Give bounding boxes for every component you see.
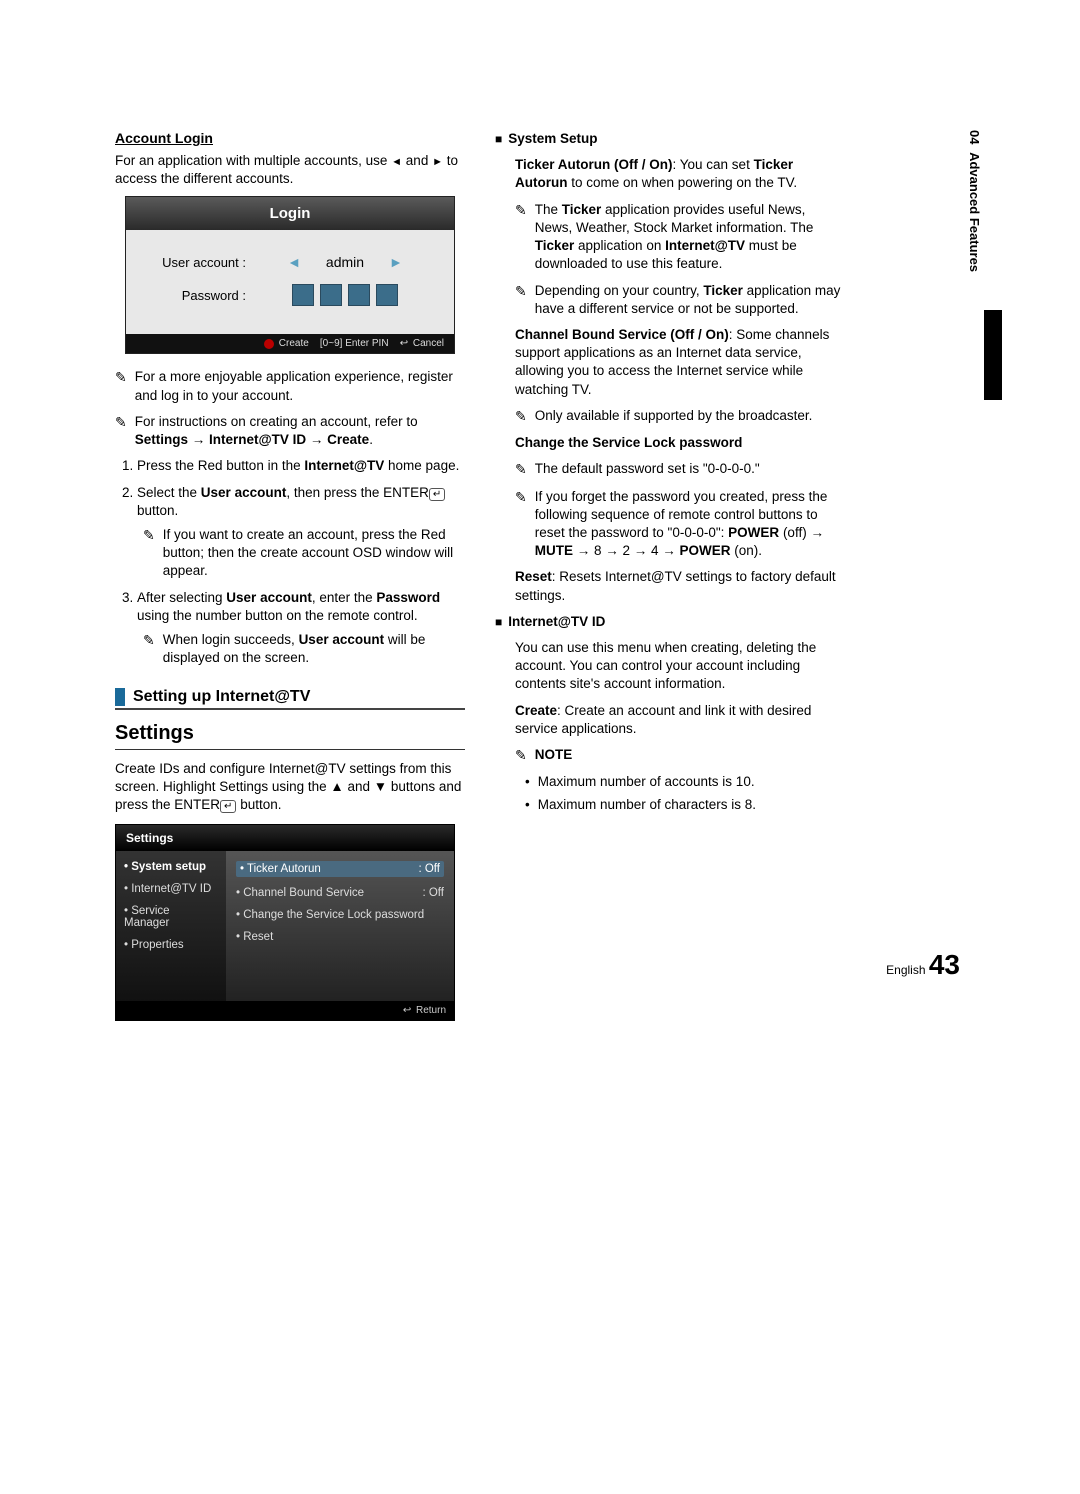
note-icon (515, 460, 527, 479)
note-label: NOTE (495, 746, 845, 765)
bullet-max-accounts: Maximum number of accounts is 10. (539, 773, 845, 791)
left-column: Account Login For an application with mu… (115, 130, 465, 1021)
return-icon (403, 1005, 413, 1016)
enter-icon: ↵ (220, 800, 236, 813)
nav-service-manager[interactable]: • Service Manager (124, 905, 218, 929)
nav-system-setup[interactable]: • System setup (124, 861, 218, 873)
ticker-note-2: Depending on your country, Ticker applic… (495, 282, 845, 318)
section-title: Advanced Features (967, 152, 982, 272)
row-channel-bound[interactable]: • Channel Bound Service : Off (236, 887, 444, 899)
create-text: Create: Create an account and link it wi… (495, 702, 845, 738)
right-column: System Setup Ticker Autorun (Off / On): … (495, 130, 845, 1021)
cbs-text: Channel Bound Service (Off / On): Some c… (495, 326, 845, 399)
note-icon (515, 282, 527, 318)
settings-heading: Settings (115, 722, 465, 750)
step-3: After selecting User account, enter the … (137, 589, 465, 668)
row-reset[interactable]: • Reset (236, 931, 444, 943)
settings-footer: Return (116, 1001, 454, 1020)
side-tab: 04 Advanced Features (962, 130, 982, 272)
note-icon (143, 631, 155, 667)
ticker-note-1: The Ticker application provides useful N… (495, 201, 845, 274)
footer-lang: English (886, 963, 925, 977)
enter-icon: ↵ (429, 488, 445, 501)
note-icon (143, 526, 155, 581)
user-account-label: User account : (144, 255, 254, 270)
reset-text: Reset: Resets Internet@TV settings to fa… (495, 568, 845, 604)
note-bullets: Maximum number of accounts is 10. Maximu… (495, 773, 845, 813)
section-heading: Setting up Internet@TV (115, 688, 465, 710)
red-a-icon (264, 339, 274, 349)
section-bar-icon (115, 688, 125, 706)
note-icon (515, 746, 527, 765)
ticker-autorun-text: Ticker Autorun (Off / On): You can set T… (495, 156, 845, 192)
chapter-number: 04 (967, 130, 982, 144)
edge-tab (984, 310, 1002, 400)
footer-create[interactable]: Create (279, 338, 309, 349)
intro-text: For an application with multiple account… (115, 152, 465, 188)
note-icon (515, 407, 527, 426)
step-2: Select the User account, then press the … (137, 484, 465, 581)
password-label: Password : (144, 288, 254, 303)
user-prev-button[interactable]: ◄ (287, 254, 301, 270)
login-footer: Create [0~9] Enter PIN Cancel (126, 334, 454, 353)
step-1: Press the Red button in the Internet@TV … (137, 457, 465, 475)
login-dialog: Login User account : ◄ admin ► Password … (125, 196, 455, 354)
note-icon (115, 413, 127, 449)
login-title: Login (126, 197, 454, 230)
password-row: Password : (144, 284, 436, 306)
cbs-note: Only available if supported by the broad… (495, 407, 845, 426)
note-icon (515, 201, 527, 274)
change-pw-heading: Change the Service Lock password (495, 434, 845, 452)
pw-note-1: The default password set is "0-0-0-0." (495, 460, 845, 479)
nav-internet-tv-id[interactable]: • Internet@TV ID (124, 883, 218, 895)
footer-cancel[interactable]: Cancel (413, 338, 444, 349)
settings-nav: • System setup • Internet@TV ID • Servic… (116, 851, 226, 1001)
password-input[interactable] (292, 284, 398, 306)
itv-id-heading: Internet@TV ID (495, 613, 845, 631)
system-setup-heading: System Setup (495, 130, 845, 148)
row-change-pw[interactable]: • Change the Service Lock password (236, 909, 444, 921)
login-steps: Press the Red button in the Internet@TV … (115, 457, 465, 667)
user-account-value: admin (315, 254, 375, 270)
nav-properties[interactable]: • Properties (124, 939, 218, 951)
page-number: 43 (929, 949, 960, 980)
bullet-max-chars: Maximum number of characters is 8. (539, 796, 845, 814)
note-icon (115, 368, 127, 404)
user-next-button[interactable]: ► (389, 254, 403, 270)
itv-id-text: You can use this menu when creating, del… (495, 639, 845, 694)
page-footer: English 43 (886, 949, 960, 981)
right-arrow-icon (432, 153, 443, 168)
settings-window: Settings • System setup • Internet@TV ID… (115, 824, 455, 1021)
user-account-row: User account : ◄ admin ► (144, 254, 436, 270)
pw-note-2: If you forget the password you created, … (495, 488, 845, 561)
left-arrow-icon (391, 153, 402, 168)
note-instructions: For instructions on creating an account,… (115, 413, 465, 449)
row-ticker-autorun[interactable]: • Ticker Autorun : Off (236, 861, 444, 877)
note-register: For a more enjoyable application experie… (115, 368, 465, 404)
footer-pin: [0~9] Enter PIN (320, 338, 389, 349)
account-login-heading: Account Login (115, 130, 465, 146)
settings-content: • Ticker Autorun : Off • Channel Bound S… (226, 851, 454, 1001)
settings-intro: Create IDs and configure Internet@TV set… (115, 760, 465, 815)
return-icon (400, 338, 410, 349)
note-icon (515, 488, 527, 561)
settings-titlebar: Settings (116, 825, 454, 851)
